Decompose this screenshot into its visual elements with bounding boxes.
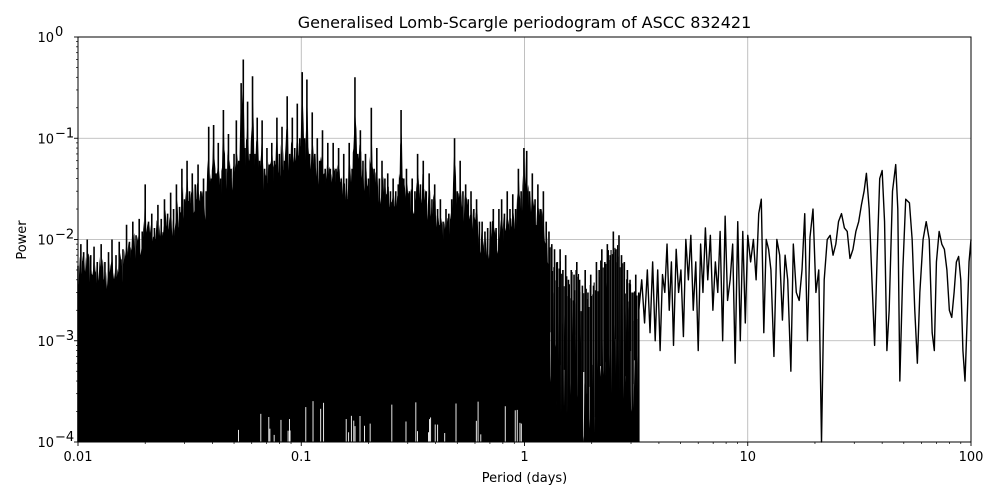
x-tick-label: 1 — [520, 450, 528, 465]
chart-title: Generalised Lomb-Scargle periodogram of … — [298, 13, 752, 32]
y-tick-label: 10 — [37, 436, 54, 451]
x-tick-label: 10 — [739, 450, 756, 465]
y-tick-label: 10 — [37, 132, 54, 147]
y-tick-label: 10 — [37, 234, 54, 249]
x-tick-label: 100 — [959, 450, 984, 465]
y-tick-exponent: 0 — [55, 25, 63, 40]
periodogram-curve — [77, 59, 972, 443]
y-tick-label: 10 — [37, 335, 54, 350]
y-tick-exponent: −1 — [55, 126, 74, 141]
y-tick-label: 10 — [37, 31, 54, 46]
x-tick-label: 0.01 — [64, 450, 93, 465]
y-tick-exponent: −4 — [55, 430, 74, 445]
y-tick-exponent: −2 — [55, 228, 74, 243]
x-tick-label: 0.1 — [291, 450, 312, 465]
x-axis-tick-labels: 0.01 0.1 1 10 100 — [64, 450, 984, 465]
y-tick-exponent: −3 — [55, 329, 74, 344]
periodogram-smooth-tail — [638, 163, 972, 443]
y-axis-label: Power — [15, 220, 30, 260]
x-axis-label: Period (days) — [482, 471, 568, 486]
axis-ticks — [74, 36, 972, 446]
